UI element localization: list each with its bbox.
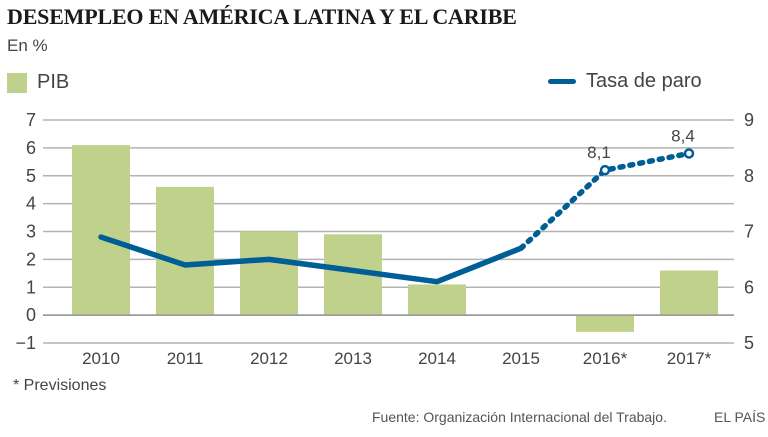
right-tick-label: 7 (744, 222, 754, 242)
line-point-marker (599, 164, 611, 176)
left-tick-label: −1 (15, 333, 36, 353)
legend-swatch-tasa-de-paro (548, 79, 576, 84)
left-tick-label: 5 (26, 166, 36, 186)
source-note: Fuente: Organización Internacional del T… (372, 409, 667, 425)
x-tick-label: 2012 (250, 349, 288, 368)
bar-series-pib (43, 145, 734, 332)
left-tick-label: 2 (26, 249, 36, 269)
right-tick-label: 5 (744, 333, 754, 353)
legend-swatch-pib (7, 72, 27, 93)
bar-pib (576, 315, 634, 332)
left-tick-label: 6 (26, 138, 36, 158)
line-series-tasa-de-paro (98, 148, 695, 285)
right-axis-ticks: 5 6 7 8 9 (744, 110, 754, 353)
bar-pib (660, 270, 718, 316)
x-tick-label: 2014 (418, 349, 456, 368)
left-tick-label: 4 (26, 194, 36, 214)
x-axis-ticks: 2010 2011 2012 2013 2014 2015 2016* 2017* (82, 349, 712, 368)
data-label: 8,1 (587, 143, 611, 162)
left-axis-ticks: −1 0 1 2 3 4 5 6 7 (15, 110, 36, 353)
right-tick-label: 9 (744, 110, 754, 130)
legend-item-pib: PIB (7, 71, 69, 94)
brand-label: EL PAÍS (714, 409, 766, 425)
left-tick-label: 7 (26, 110, 36, 130)
line-solid-segment (98, 234, 524, 285)
data-labels: 8,1 8,4 (587, 126, 695, 162)
bar-pib (240, 231, 298, 316)
right-tick-label: 8 (744, 166, 754, 186)
left-tick-label: 0 (26, 305, 36, 325)
x-tick-label: 2010 (82, 349, 120, 368)
legend-item-tasa-de-paro: Tasa de paro (548, 70, 702, 93)
left-tick-label: 3 (26, 222, 36, 242)
bar-pib (72, 145, 130, 316)
legend-label-tasa-de-paro: Tasa de paro (586, 70, 702, 92)
chart-title: DESEMPLEO EN AMÉRICA LATINA Y EL CARIBE (7, 4, 517, 29)
x-tick-label: 2011 (167, 349, 204, 368)
right-tick-label: 6 (744, 277, 754, 297)
gridlines (43, 119, 734, 344)
bar-pib (156, 186, 214, 316)
legend-label-pib: PIB (37, 71, 70, 93)
data-label: 8,4 (671, 126, 695, 145)
x-tick-label: 2015 (502, 349, 540, 368)
bar-pib (408, 284, 466, 316)
line-point-marker (683, 148, 695, 159)
footnote: * Previsiones (13, 377, 107, 394)
chart-unit-label: En % (7, 36, 48, 55)
x-tick-label: 2013 (334, 349, 372, 368)
left-tick-label: 1 (26, 277, 36, 297)
x-tick-label: 2017* (667, 349, 712, 368)
x-tick-label: 2016* (583, 349, 628, 368)
